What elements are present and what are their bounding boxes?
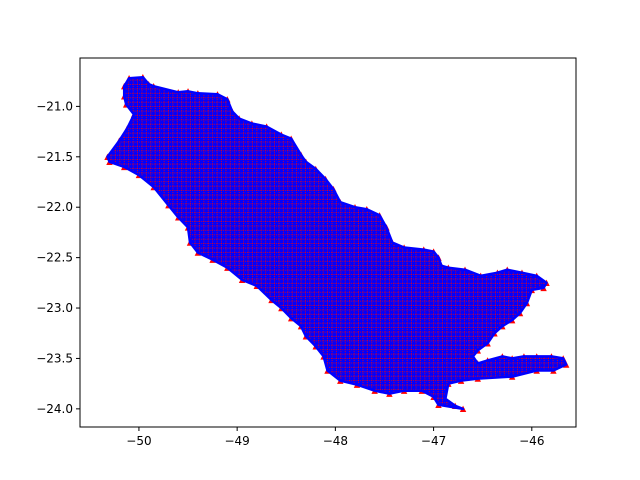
y-tick-label: −23.5 xyxy=(36,351,73,365)
x-tick-label: −49 xyxy=(224,434,249,448)
region-polygon xyxy=(106,75,568,411)
x-axis: −50 −49 −48 −47 −46 xyxy=(126,427,544,448)
x-tick-label: −48 xyxy=(323,434,348,448)
y-tick-label: −21.0 xyxy=(36,99,73,113)
y-tick-label: −24.0 xyxy=(36,402,73,416)
y-axis: −21.0 −21.5 −22.0 −22.5 −23.0 −23.5 −24.0 xyxy=(36,99,80,416)
y-tick-label: −22.0 xyxy=(36,200,73,214)
region-layer xyxy=(106,75,568,411)
x-tick-label: −46 xyxy=(519,434,544,448)
y-tick-label: −22.5 xyxy=(36,251,73,265)
plot-frame xyxy=(79,57,577,428)
y-tick-label: −23.0 xyxy=(36,301,73,315)
x-tick-label: −50 xyxy=(126,434,151,448)
x-tick-label: −47 xyxy=(421,434,446,448)
y-tick-label: −21.5 xyxy=(36,150,73,164)
